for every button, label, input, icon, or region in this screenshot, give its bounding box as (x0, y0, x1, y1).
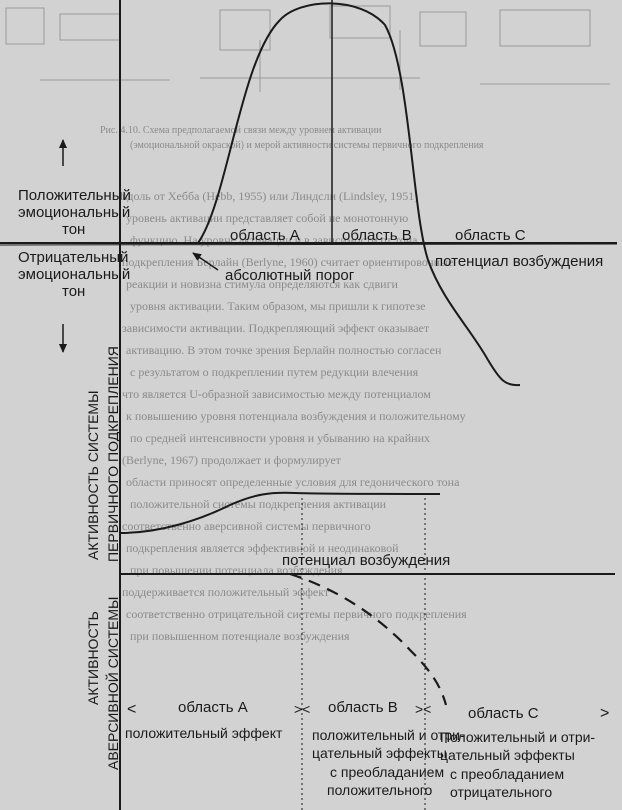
top-y-down-label-line-1: Отрицательный (18, 249, 128, 266)
effect-b-line-2: цательный эффекты (312, 745, 447, 761)
aversive-system-curve (289, 572, 448, 706)
faint-text-line: (Berlyne, 1967) продолжает и формулирует (122, 453, 342, 467)
effect-c-line-4: отрицательного (450, 784, 552, 800)
bottom-bracket-left: < (127, 701, 136, 718)
top-region-c-label: область C (455, 227, 526, 244)
bottom-region-a-label: область A (178, 699, 248, 716)
bottom-bracket-bc: >< (415, 701, 431, 717)
faint-text-line: уровень активации представляет собой не … (126, 211, 408, 225)
faint-text-line: что является U-образной зависимостью меж… (122, 387, 431, 401)
effect-b-line-3: с преобладанием (330, 764, 444, 780)
faint-caption-line-1: Рис. 4.10. Схема предполагаемой связи ме… (100, 125, 382, 136)
faint-text-line: реакции и новизна стимула определяются к… (126, 277, 399, 291)
effect-c-line-1: Положительный и отри- (440, 729, 595, 745)
bottom-y-label-positive-line-2: ПЕРВИЧНОГО ПОДКРЕПЛЕНИЯ (105, 346, 121, 562)
hedonic-curve (197, 2, 521, 387)
effect-c-line-2: цательный эффекты (440, 747, 575, 763)
faint-sketch (5, 5, 610, 92)
bottom-y-label-positive-line-1: АКТИВНОСТЬ СИСТЕМЫ (85, 391, 101, 560)
faint-text-line: области приносят определенные условия дл… (126, 475, 460, 489)
faint-text-line: подкрепления Берлайн (Berlyne, 1960) счи… (122, 255, 453, 269)
top-y-down-label-line-2: эмоциональный (18, 266, 130, 283)
effect-b-line-1: положительный и отри- (312, 727, 465, 743)
top-region-a-label: область A (230, 227, 300, 244)
threshold-arrow (192, 252, 219, 271)
faint-text-line: соответственно отрицательной системы пер… (126, 607, 467, 621)
top-y-up-label-line-2: эмоциональный (18, 204, 130, 221)
faint-text-line: при повышенном потенциале возбуждения (130, 629, 350, 643)
faint-text-line: зависимости активации. Подкрепляющий эфф… (122, 321, 430, 335)
faint-text-line: по средней интенсивности уровня и убыван… (130, 431, 430, 445)
bottom-panel: АКТИВНОСТЬ СИСТЕМЫ ПЕРВИЧНОГО ПОДКРЕПЛЕН… (85, 346, 615, 810)
bottom-bracket-ab: >< (294, 701, 310, 717)
faint-text-line: вдоль от Хебба (Hebb, 1955) или Линдсли … (122, 189, 418, 203)
bottom-y-label-negative-line-1: АКТИВНОСТЬ (85, 611, 101, 705)
bottom-region-b-label: область B (328, 699, 398, 716)
faint-text-line: с результатом о подкреплении путем редук… (130, 365, 419, 379)
faint-text-line: соответственно аверсивной системы первич… (122, 519, 371, 533)
faint-text-line: уровня активации. Таким образом, мы приш… (130, 299, 425, 313)
faint-text-line: положительной системы подкрепления актив… (130, 497, 387, 511)
bottom-bracket-right: > (600, 705, 609, 722)
reward-system-curve (119, 491, 441, 534)
top-y-up-label-line-1: Положительный (18, 187, 131, 204)
top-y-down-label-line-3: тон (62, 283, 85, 300)
top-y-up-label-line-3: тон (62, 221, 85, 238)
top-region-b-label: область B (342, 227, 412, 244)
faint-text-line: активацию. В этом точке зрения Берлайн п… (126, 343, 442, 357)
faint-text-line: поддерживается положительный эффект (122, 585, 330, 599)
bottom-region-c-label: область C (468, 705, 539, 722)
bottom-x-axis-label: потенциал возбуждения (282, 552, 450, 569)
faint-caption-line-2: (эмоциональной окраской) и мерой активно… (130, 140, 484, 151)
top-x-axis-label: потенциал возбуждения (435, 253, 603, 270)
effect-a-line-1: положительный эффект (125, 725, 283, 741)
effect-c-line-3: с преобладанием (450, 766, 564, 782)
faint-text-line: к повышению уровня потенциала возбуждени… (126, 409, 466, 423)
top-x-axis-second-stroke (0, 243, 618, 246)
threshold-label: абсолютный порог (225, 267, 355, 284)
bottom-y-label-negative-line-2: АВЕРСИВНОЙ СИСТЕМЫ (104, 597, 121, 770)
effect-b-line-4: положительного (327, 782, 433, 798)
faint-text-line: подкрепления является эффективной и неод… (126, 541, 399, 555)
